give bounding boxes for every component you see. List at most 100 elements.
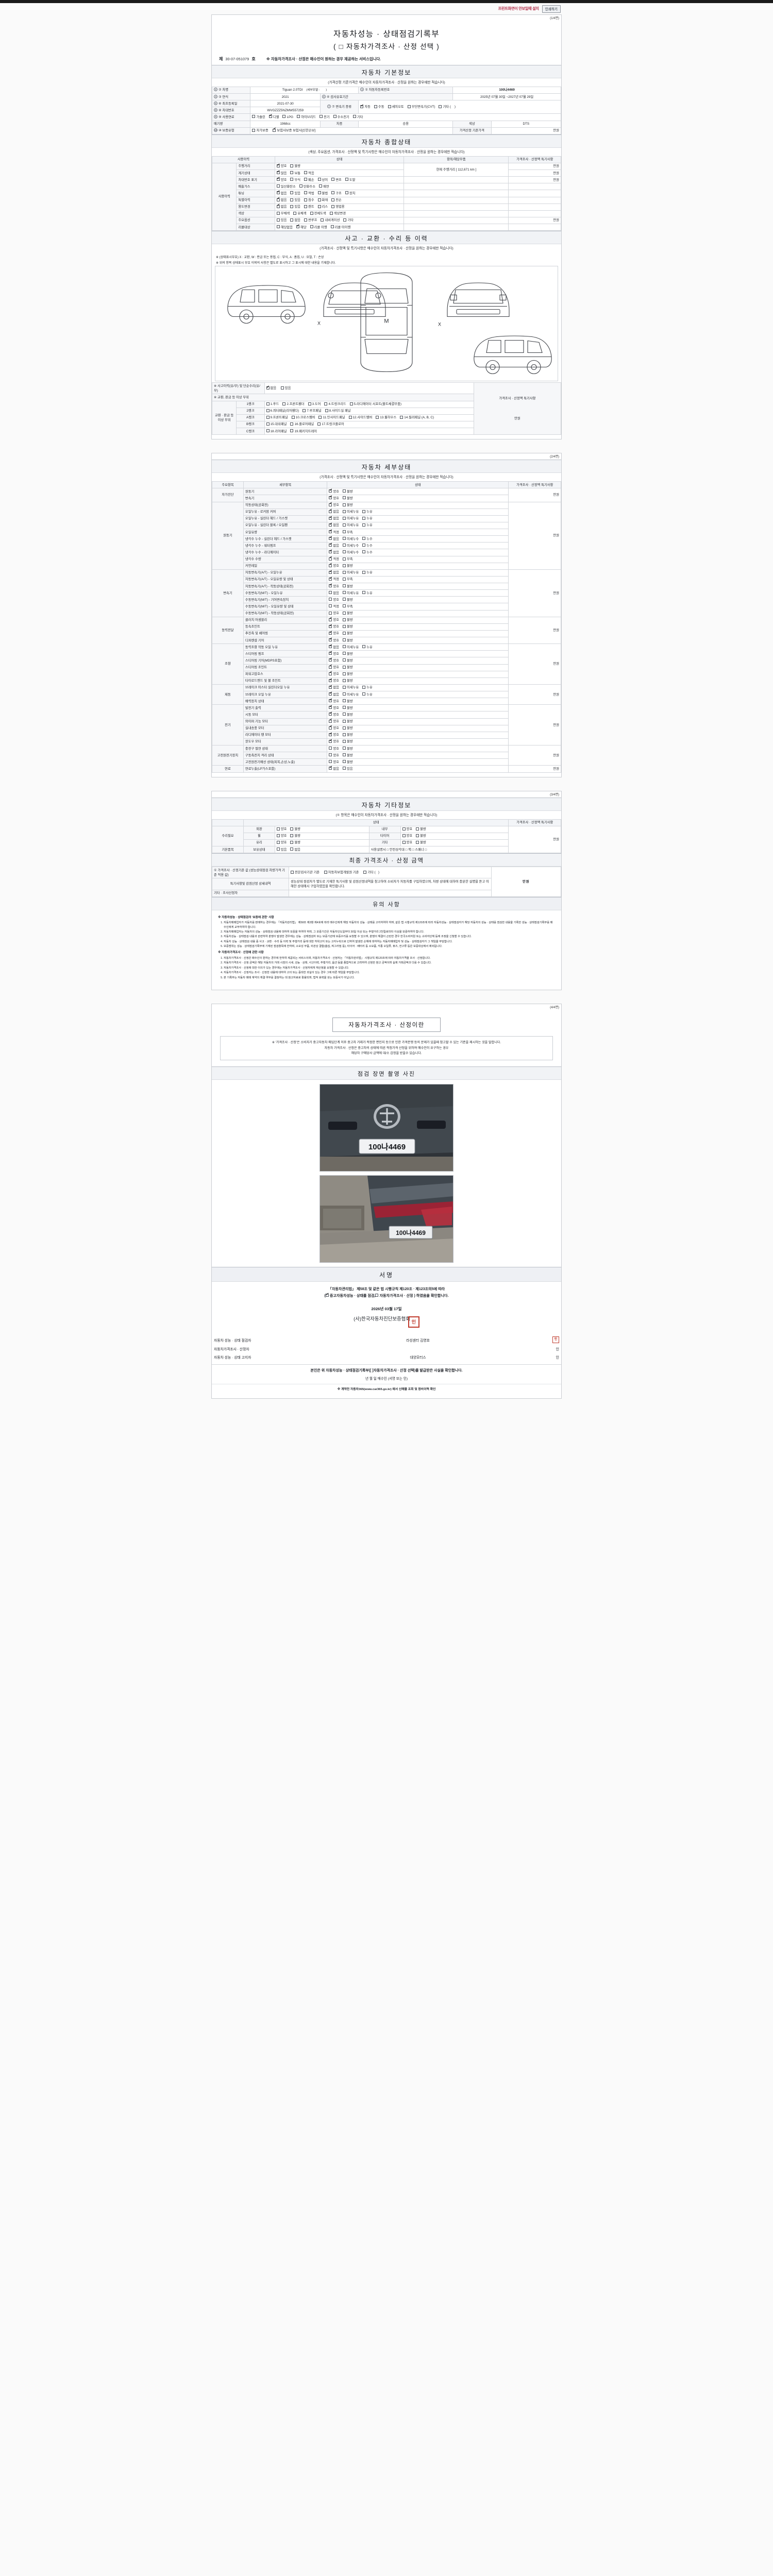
checkbox-icon[interactable] bbox=[329, 563, 332, 567]
state-option[interactable]: 일산화탄소 bbox=[276, 184, 296, 189]
checkbox-icon[interactable] bbox=[280, 386, 284, 389]
checkbox-icon[interactable] bbox=[296, 224, 300, 229]
checkbox-icon[interactable] bbox=[276, 848, 280, 851]
checkbox-icon[interactable] bbox=[331, 178, 335, 181]
state-option[interactable]: 누수 bbox=[362, 550, 373, 555]
checkbox-icon[interactable] bbox=[329, 522, 332, 527]
state-option[interactable]: 양호 bbox=[402, 840, 412, 845]
checkbox-icon[interactable] bbox=[374, 105, 377, 108]
state-option[interactable]: 미세누유 bbox=[342, 645, 359, 650]
checkbox-icon[interactable] bbox=[290, 840, 294, 844]
state-option[interactable]: 부식 bbox=[290, 178, 300, 182]
checkbox-icon[interactable] bbox=[407, 105, 411, 108]
checkbox-icon[interactable] bbox=[349, 402, 353, 405]
checkbox-icon[interactable] bbox=[324, 870, 327, 874]
state-option[interactable]: 적정 bbox=[329, 556, 339, 562]
checkbox-icon[interactable] bbox=[362, 516, 366, 520]
checkbox-icon[interactable] bbox=[342, 611, 346, 615]
checkbox-icon[interactable] bbox=[333, 115, 337, 118]
part-option[interactable]: 11.인사이드패널 bbox=[318, 415, 345, 420]
state-option[interactable]: 도말 bbox=[345, 178, 355, 182]
checkbox-icon[interactable] bbox=[310, 211, 313, 215]
checkbox-icon[interactable] bbox=[342, 739, 346, 743]
checkbox-icon[interactable] bbox=[325, 409, 328, 412]
state-option[interactable]: 양호 bbox=[329, 753, 339, 758]
state-option[interactable]: 양호 bbox=[329, 583, 339, 589]
checkbox-icon[interactable] bbox=[290, 827, 294, 831]
checkbox-icon[interactable] bbox=[290, 164, 294, 167]
checkbox-icon[interactable] bbox=[329, 644, 332, 649]
state-option[interactable]: 불량 bbox=[342, 719, 353, 724]
state-option[interactable]: 불량 bbox=[342, 726, 353, 731]
part-option[interactable]: 5.라디에이터 서포트(볼트체결부품) bbox=[349, 402, 401, 406]
checkbox-icon[interactable] bbox=[329, 502, 332, 506]
price-standard-option-other[interactable]: 기타 ( ) bbox=[363, 870, 379, 875]
checkbox-icon[interactable] bbox=[290, 848, 294, 851]
checkbox-icon[interactable] bbox=[266, 415, 270, 419]
state-option[interactable]: 불량 bbox=[342, 598, 353, 602]
checkbox-icon[interactable] bbox=[329, 711, 332, 716]
checkbox-icon[interactable] bbox=[342, 557, 346, 561]
state-option[interactable]: 유채색 bbox=[293, 211, 307, 216]
state-option[interactable]: 불량 bbox=[342, 672, 353, 676]
state-option[interactable]: 있음 bbox=[342, 767, 353, 771]
state-option[interactable]: 영업용 bbox=[331, 205, 345, 209]
state-option[interactable]: 없음 bbox=[329, 549, 339, 555]
warranty-option-self[interactable]: 자가보증 bbox=[252, 128, 268, 133]
state-option[interactable]: 불량 bbox=[342, 665, 353, 670]
checkbox-icon[interactable] bbox=[276, 834, 280, 837]
state-option[interactable]: 양호 bbox=[329, 624, 339, 629]
state-option[interactable]: 부족 bbox=[342, 530, 353, 535]
state-option[interactable]: 불량 bbox=[342, 706, 353, 710]
state-option[interactable]: 양호 bbox=[329, 637, 339, 643]
state-option[interactable]: 없음 bbox=[329, 691, 339, 697]
checkbox-icon[interactable] bbox=[329, 583, 332, 588]
checkbox-icon[interactable] bbox=[362, 544, 366, 547]
state-option[interactable]: 적정 bbox=[329, 529, 339, 535]
state-option[interactable]: 없음 bbox=[329, 509, 339, 514]
checkbox-icon[interactable] bbox=[342, 510, 346, 513]
checkbox-icon[interactable] bbox=[303, 409, 306, 412]
checkbox-icon[interactable] bbox=[342, 604, 346, 608]
checkbox-icon[interactable] bbox=[342, 767, 346, 770]
checkbox-icon[interactable] bbox=[291, 415, 295, 419]
state-option[interactable]: 불량 bbox=[342, 489, 353, 494]
part-option[interactable]: 18.리어패널 bbox=[266, 429, 287, 434]
state-option[interactable]: 불량 bbox=[342, 733, 353, 737]
state-option[interactable]: 미세누유 bbox=[342, 692, 359, 697]
checkbox-icon[interactable] bbox=[342, 591, 346, 595]
state-option[interactable]: 있음 bbox=[290, 198, 300, 202]
checkbox-icon[interactable] bbox=[342, 658, 346, 662]
state-option[interactable]: 양호 bbox=[329, 651, 339, 656]
state-option[interactable]: 훼손 bbox=[304, 178, 314, 182]
checkbox-icon[interactable] bbox=[362, 692, 366, 696]
checkbox-icon[interactable] bbox=[329, 509, 332, 513]
checkbox-icon[interactable] bbox=[329, 637, 332, 642]
checkbox-icon[interactable] bbox=[362, 645, 366, 649]
checkbox-icon[interactable] bbox=[276, 225, 280, 229]
checkbox-icon[interactable] bbox=[342, 503, 346, 506]
checkbox-icon[interactable] bbox=[299, 184, 303, 188]
state-option[interactable]: 보통 bbox=[290, 171, 300, 176]
checkbox-icon[interactable] bbox=[321, 218, 324, 222]
state-option[interactable]: 없음 bbox=[329, 543, 339, 548]
state-option[interactable]: 불량 bbox=[342, 584, 353, 589]
state-option[interactable]: 미세누유 bbox=[342, 591, 359, 596]
state-option[interactable]: 없음 bbox=[290, 218, 300, 223]
state-option[interactable]: 해당 bbox=[296, 224, 307, 230]
checkbox-icon[interactable] bbox=[276, 184, 280, 188]
checkbox-icon[interactable] bbox=[329, 753, 332, 757]
state-option[interactable]: 불량 bbox=[342, 631, 353, 636]
state-option[interactable]: 양호 bbox=[329, 705, 339, 710]
state-option[interactable]: 없음 bbox=[329, 685, 339, 690]
state-option[interactable]: 미세누유 bbox=[342, 685, 359, 690]
checkbox-icon[interactable] bbox=[416, 840, 419, 844]
checkbox-icon[interactable] bbox=[342, 706, 346, 709]
state-option[interactable]: 미세누수 bbox=[342, 537, 359, 541]
state-option[interactable]: 양호 bbox=[329, 739, 339, 744]
state-option[interactable]: 적음 bbox=[304, 171, 314, 176]
state-option[interactable]: 적법 bbox=[304, 191, 314, 196]
checkbox-icon[interactable] bbox=[304, 191, 308, 195]
state-option[interactable]: 불량 bbox=[342, 503, 353, 507]
checkbox-icon[interactable] bbox=[290, 191, 294, 195]
